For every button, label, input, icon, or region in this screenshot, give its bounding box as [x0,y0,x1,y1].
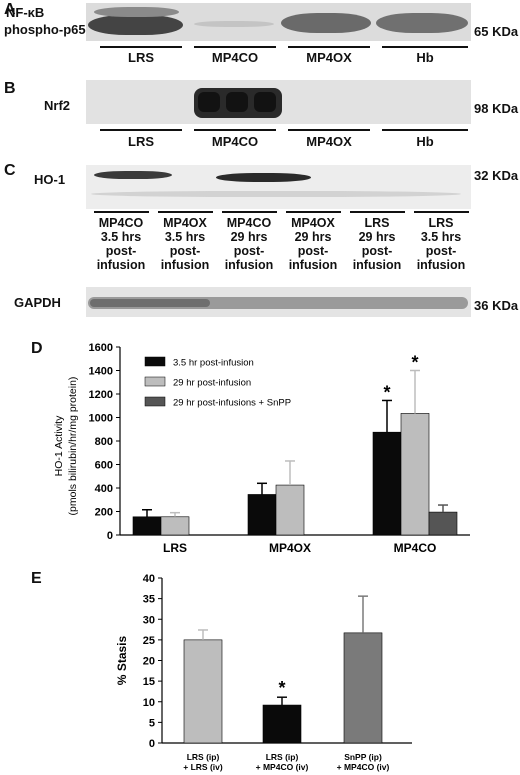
panel-e-letter: E [31,570,42,587]
y-tick-label: 800 [95,436,113,448]
bar [400,413,430,536]
y-tick-label: 1400 [89,366,113,378]
bar [428,511,458,536]
bar [132,516,162,536]
bar [262,704,302,744]
x-tick-label: LRS (ip) [187,752,220,762]
y-axis-title: HO-1 Activity [53,415,65,476]
y-tick-label: 1000 [89,413,113,425]
lane-bar [100,129,182,131]
nrf2-size-label: 98 KDa [474,101,519,116]
y-tick-label: 1600 [89,342,113,354]
nfkb-blot [86,3,471,41]
x-tick-label: + MP4CO (iv) [256,762,309,772]
legend-label: 29 hr post-infusions + SnPP [173,398,291,409]
lane-bar [100,46,182,48]
x-tick-label: LRS [163,541,187,555]
lane-label: Hb [416,134,434,149]
nrf2-label: Nrf2 [44,98,71,113]
bar [275,484,305,536]
y-tick-label: 200 [95,507,113,519]
lane-label: Hb [416,50,434,65]
lane-bar [158,211,213,213]
panel-d-letter: D [31,340,43,357]
x-tick-label: + LRS (iv) [183,762,223,772]
ho1-size-label: 32 KDa [474,168,519,183]
gapdh-label: GAPDH [14,295,61,310]
x-tick-label: LRS (ip) [266,752,299,762]
y-tick-label: 0 [107,530,113,542]
legend-label: 29 hr post-infusion [173,378,251,389]
lane-bar [382,46,468,48]
ho1-lane-label: MP4CO 29 hrs post-infusion [224,216,274,272]
lane-bar [194,129,276,131]
bar [247,494,277,536]
ho1-lane-label: MP4OX 29 hrs post-infusion [288,216,338,272]
nfkb-label: NF-κB [6,5,45,20]
legend-swatch [144,356,166,367]
significance-marker: * [383,382,390,402]
y-tick-label: 35 [143,594,155,606]
y-tick-label: 25 [143,635,155,647]
x-tick-label: MP4OX [269,541,311,555]
gapdh-blot [86,287,471,317]
ho1-lane-label: LRS 29 hrs post-infusion [352,216,402,272]
y-axis-title: % Stasis [115,635,129,685]
y-tick-label: 0 [149,738,155,750]
legend-swatch [144,376,166,387]
ho1-lane-label: LRS 3.5 hrs post-infusion [416,216,466,272]
lane-bar [286,211,341,213]
y-tick-label: 10 [143,697,155,709]
y-tick-label: 600 [95,460,113,472]
x-tick-label: MP4CO [394,541,437,555]
lane-bar [94,211,149,213]
panel-b-letter: B [4,80,16,97]
lane-label: MP4CO [211,50,259,65]
legend-swatch [144,396,166,407]
bar [160,516,190,536]
y-tick-label: 30 [143,614,155,626]
y-tick-label: 40 [143,573,155,585]
y-tick-label: 5 [149,717,155,729]
significance-marker: * [411,353,418,373]
ho1-lane-label: MP4CO 3.5 hrs post-infusion [96,216,146,272]
panel-c-letter: C [4,162,16,179]
ho1-lane-label: MP4OX 3.5 hrs post-infusion [160,216,210,272]
bar [343,632,383,744]
ho1-activity-chart: 0 200 400 600 800 1000 1200 1400 1600 HO-1 Activi… [53,342,470,555]
legend-label: 3.5 hr post-infusion [173,358,254,369]
bar [183,639,223,744]
lane-bar [288,129,370,131]
panel-a-letter: A [4,1,16,18]
lane-label: MP4CO [211,134,259,149]
lane-bar [194,46,276,48]
x-tick-label: + MP4CO (iv) [337,762,390,772]
y-axis-title: (pmols bilirubin/hr/mg protein) [67,377,79,516]
nfkb-size-label: 65 KDa [474,24,519,39]
significance-marker: * [278,678,285,698]
ho1-blot [86,165,471,209]
lane-label: MP4OX [306,50,352,65]
gapdh-size-label: 36 KDa [474,298,519,313]
lane-label: LRS [128,134,154,149]
ho1-label: HO-1 [34,172,66,187]
x-tick-label: SnPP (ip) [344,752,382,762]
y-tick-label: 15 [143,676,155,688]
lane-bar [222,211,277,213]
lane-label: LRS [128,50,154,65]
lane-bar [288,46,370,48]
lane-bar [350,211,405,213]
bar [372,431,402,536]
lane-bar [382,129,468,131]
y-tick-label: 1200 [89,389,113,401]
lane-label: MP4OX [306,134,352,149]
y-tick-label: 20 [143,656,155,668]
nrf2-blot [86,80,471,124]
phospho-p65-label: phospho-p65 [4,22,86,37]
y-tick-label: 400 [95,483,113,495]
lane-bar [414,211,469,213]
